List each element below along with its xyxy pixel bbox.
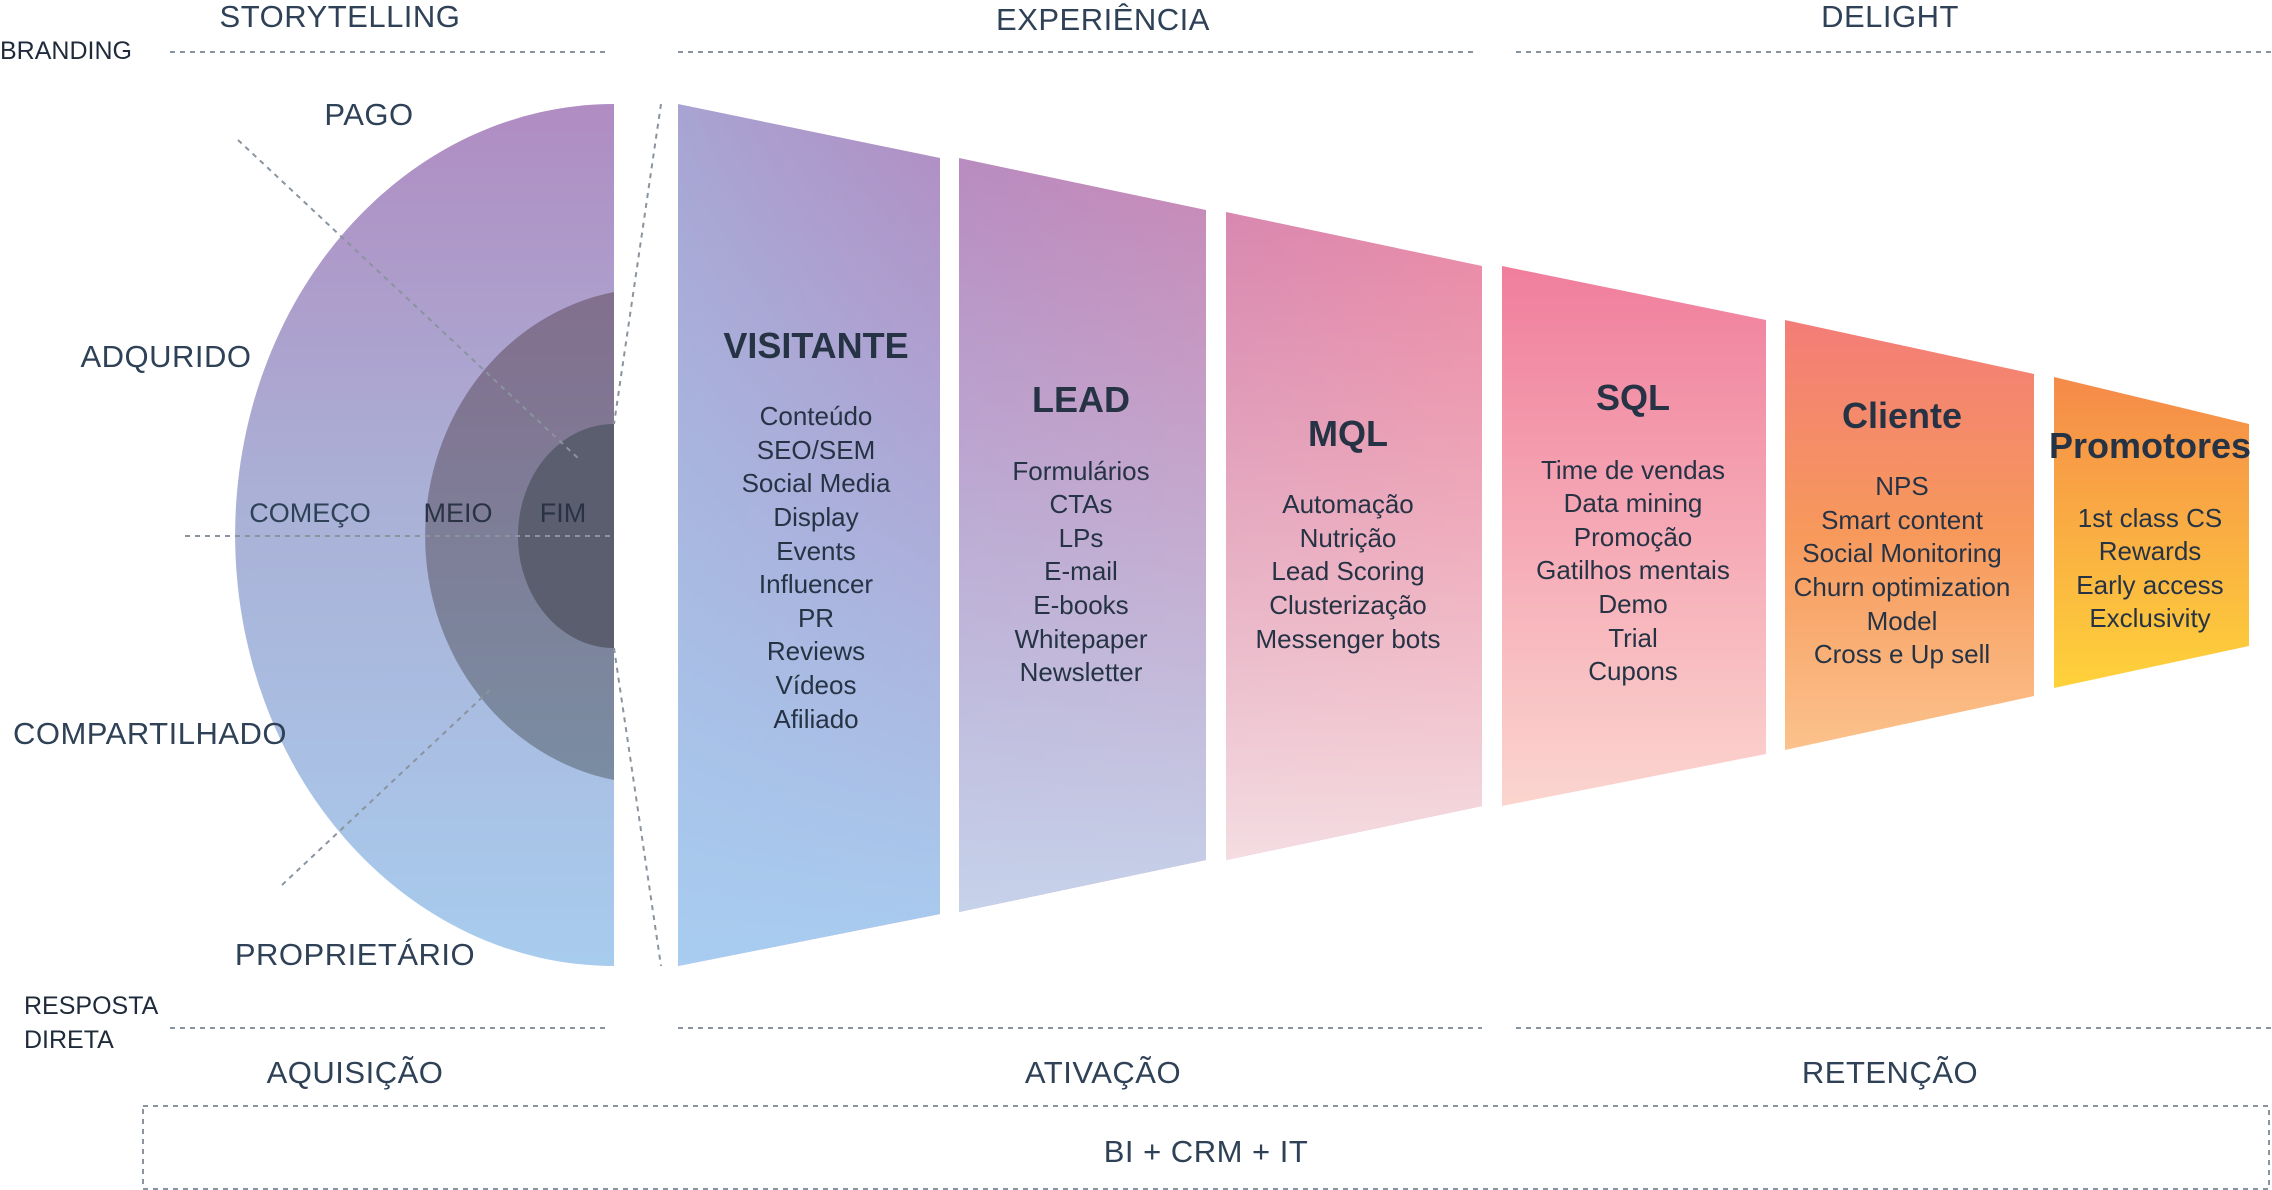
zoom-connector-bottom — [613, 647, 662, 967]
stage-item: Influencer — [759, 569, 874, 599]
stage-item: Conteúdo — [760, 401, 873, 431]
stage-panel-cliente — [1785, 320, 2034, 750]
stage-item: Rewards — [2099, 536, 2202, 566]
stage-panel-promotores — [2054, 377, 2249, 688]
stage-item: Clusterização — [1269, 590, 1427, 620]
footer-box — [142, 1105, 2270, 1190]
stage-item: PR — [798, 603, 834, 633]
zoom-connector-top — [613, 103, 662, 425]
footer-bi-crm-it: BI + CRM + IT — [1104, 1134, 1309, 1169]
stage-item: Afiliado — [773, 704, 858, 734]
stage-item: Churn optimization — [1794, 572, 2011, 602]
stage-item: Data mining — [1564, 488, 1703, 518]
outer-ring-comeco — [235, 104, 614, 966]
stage-item: Automação — [1282, 489, 1414, 519]
stage-item: Formulários — [1012, 456, 1149, 486]
header-storytelling: STORYTELLING — [220, 0, 461, 34]
stage-item: CTAs — [1049, 489, 1112, 519]
media-circle: COMEÇO MEIO FIM — [185, 104, 614, 966]
stage-item: Cupons — [1588, 656, 1678, 686]
stage-panel-sql — [1502, 266, 1766, 806]
divider-compartilhado-proprietario — [281, 689, 491, 886]
stage-item: Social Media — [742, 468, 891, 498]
stage-lead: LEAD Formulários CTAs LPs E-mail E-books… — [959, 158, 1206, 912]
stage-item: Model — [1867, 606, 1938, 636]
stage-item: Newsletter — [1020, 657, 1143, 687]
stage-item: Reviews — [767, 636, 865, 666]
ring-label-fim: FIM — [540, 498, 587, 528]
stage-title-lead: LEAD — [1032, 379, 1130, 420]
stage-item: Cross e Up sell — [1814, 639, 1990, 669]
label-direta: DIRETA — [24, 1026, 114, 1054]
stage-item: Whitepaper — [1015, 624, 1148, 654]
stage-item: Early access — [2076, 570, 2223, 600]
stage-cliente: Cliente NPS Smart content Social Monitor… — [1785, 320, 2034, 750]
media-label-adqurido: ADQURIDO — [80, 339, 251, 374]
stage-mql: MQL Automação Nutrição Lead Scoring Clus… — [1226, 212, 1482, 860]
stage-item: Messenger bots — [1256, 624, 1441, 654]
stage-item: Smart content — [1821, 505, 1984, 535]
header-experiencia: EXPERIÊNCIA — [996, 2, 1210, 37]
media-label-compartilhado: COMPARTILHADO — [13, 716, 287, 751]
stage-item: Social Monitoring — [1802, 538, 2001, 568]
divider-pago-adqurido — [237, 139, 581, 461]
ring-label-meio: MEIO — [423, 498, 492, 528]
header-aquisicao: AQUISIÇÃO — [267, 1055, 444, 1090]
stage-title-visitante: VISITANTE — [723, 325, 908, 366]
ring-label-comeco: COMEÇO — [249, 498, 371, 528]
stage-item: E-books — [1033, 590, 1128, 620]
media-label-proprietario: PROPRIETÁRIO — [235, 937, 475, 972]
stage-visitante: VISITANTE Conteúdo SEO/SEM Social Media … — [678, 104, 940, 966]
stage-promotores: Promotores 1st class CS Rewards Early ac… — [2049, 377, 2251, 688]
stage-item: Gatilhos mentais — [1536, 555, 1730, 585]
media-label-pago: PAGO — [324, 97, 413, 132]
stage-title-cliente: Cliente — [1842, 395, 1962, 436]
stage-title-promotores: Promotores — [2049, 425, 2251, 466]
stage-item: Lead Scoring — [1271, 556, 1424, 586]
stage-item: NPS — [1875, 471, 1928, 501]
stage-item: LPs — [1059, 523, 1104, 553]
stage-item: Nutrição — [1300, 523, 1397, 553]
stage-title-sql: SQL — [1596, 377, 1670, 418]
header-delight: DELIGHT — [1821, 0, 1959, 34]
stage-item: Exclusivity — [2089, 603, 2210, 633]
stage-title-mql: MQL — [1308, 413, 1388, 454]
stage-item: Trial — [1608, 623, 1658, 653]
header-ativacao: ATIVAÇÃO — [1025, 1055, 1181, 1090]
stage-item: Vídeos — [776, 670, 857, 700]
stage-item: E-mail — [1044, 556, 1118, 586]
stage-item: Demo — [1598, 589, 1667, 619]
stage-item: Events — [776, 536, 856, 566]
stage-item: Display — [773, 502, 858, 532]
stage-item: SEO/SEM — [757, 435, 875, 465]
stage-item: Promoção — [1574, 522, 1693, 552]
stage-sql: SQL Time de vendas Data mining Promoção … — [1502, 266, 1766, 806]
header-retencao: RETENÇÃO — [1802, 1055, 1978, 1090]
label-resposta: RESPOSTA — [24, 992, 159, 1020]
stage-item: 1st class CS — [2078, 503, 2223, 533]
stage-item: Time de vendas — [1541, 455, 1725, 485]
label-branding: BRANDING — [0, 37, 132, 65]
